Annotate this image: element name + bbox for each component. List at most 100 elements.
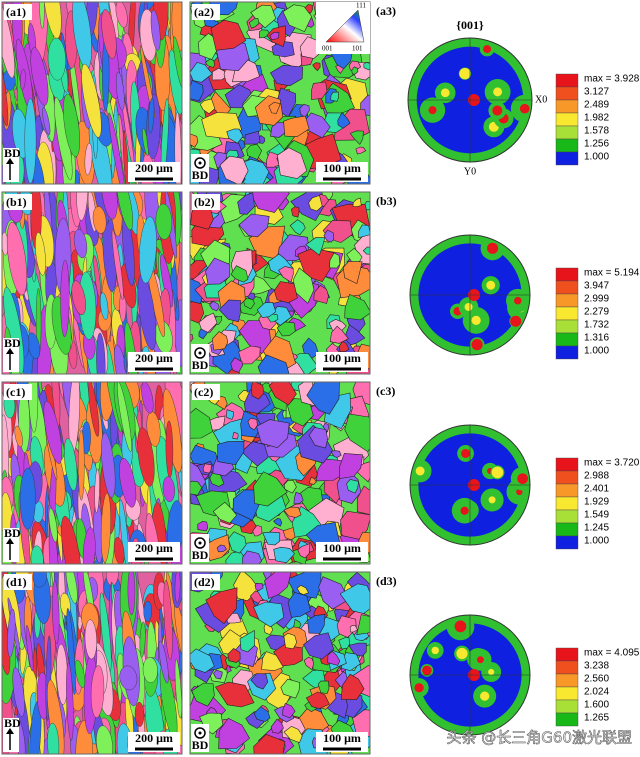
grain	[356, 614, 370, 635]
grain	[339, 583, 370, 614]
grain	[174, 572, 181, 603]
colorbar-label: 1.000	[584, 536, 609, 547]
grain	[362, 246, 370, 255]
bd-arrowhead	[6, 538, 14, 544]
pf-blob	[454, 620, 467, 633]
grain	[101, 432, 116, 498]
grain	[246, 143, 263, 160]
grain	[230, 357, 244, 373]
panel-frame	[189, 1, 371, 185]
pf-blob	[459, 67, 471, 80]
grain	[349, 130, 364, 145]
grain	[248, 18, 260, 29]
grain	[237, 192, 255, 215]
scale-box	[128, 162, 180, 182]
grain	[213, 669, 223, 680]
colorbar-cell	[555, 138, 579, 153]
bd-label: BD	[4, 336, 21, 350]
bd-box	[3, 148, 19, 182]
grain	[308, 195, 323, 212]
scale-box	[316, 352, 368, 372]
pf-blob	[456, 647, 468, 660]
bd-arrowhead	[6, 728, 14, 734]
colorbar-cell	[555, 151, 579, 166]
grain	[139, 216, 157, 284]
grain	[305, 691, 330, 710]
grain	[139, 621, 146, 658]
bd-label: BD	[192, 548, 209, 562]
pf-blob	[519, 103, 530, 114]
label-box	[4, 194, 32, 210]
grain	[6, 221, 28, 296]
bd-dot	[198, 731, 202, 735]
colorbar-label: 1.265	[584, 713, 609, 724]
label-box	[4, 384, 32, 400]
colorbar-cell	[555, 125, 579, 140]
grain	[19, 467, 36, 530]
colorbar-cell	[555, 99, 579, 114]
bd-dot	[198, 541, 202, 545]
grain	[344, 413, 370, 453]
grain	[25, 624, 34, 672]
grain	[303, 656, 315, 671]
grain	[141, 382, 154, 414]
grain	[24, 98, 37, 184]
ipf-label: 111	[356, 2, 366, 10]
label-box	[192, 194, 220, 210]
scale-label: 100 μm	[323, 351, 361, 365]
bd-label: BD	[4, 146, 21, 160]
grain	[270, 718, 284, 734]
ebsd-map-equiaxed	[190, 382, 370, 564]
grain	[329, 325, 349, 344]
grain	[216, 544, 227, 553]
grain	[74, 659, 86, 688]
grain	[190, 79, 204, 102]
colorbar-label: 2.560	[584, 674, 609, 685]
pf-blob	[414, 683, 424, 693]
bd-label: BD	[4, 716, 21, 730]
scale-label: 100 μm	[323, 731, 361, 745]
grain	[190, 480, 203, 496]
grain	[243, 389, 271, 414]
ebsd-map-columnar	[2, 192, 182, 374]
grain	[14, 425, 23, 448]
watermark: 头条 @长三角G60激光联盟	[447, 729, 632, 747]
grain	[155, 203, 173, 240]
grain	[204, 58, 215, 68]
pf-blob	[480, 691, 490, 701]
grain	[30, 545, 44, 564]
grain	[47, 679, 65, 754]
grain	[48, 507, 58, 543]
grain	[283, 115, 310, 138]
grain	[227, 648, 241, 663]
panel-frame	[1, 381, 183, 565]
grain	[190, 61, 213, 83]
bd-arrowhead	[6, 158, 14, 164]
grain	[330, 91, 339, 102]
grain	[329, 252, 341, 269]
colorbar-cell	[555, 647, 579, 662]
pf-blob	[422, 665, 432, 676]
grain	[318, 576, 350, 610]
grain	[61, 515, 82, 564]
grain	[94, 468, 100, 513]
grain	[119, 458, 137, 508]
pf-blob	[440, 88, 450, 98]
grain	[92, 206, 107, 234]
grain	[35, 232, 46, 276]
grain	[117, 382, 132, 452]
panel-label: (c3)	[376, 384, 395, 398]
grain	[312, 62, 321, 72]
colorbar-label: 3.127	[584, 87, 609, 98]
grain	[297, 543, 311, 559]
grain	[327, 650, 341, 666]
colorbar-cell	[555, 86, 579, 101]
grain	[342, 260, 363, 285]
grain	[293, 491, 304, 505]
panel-label: (d3)	[376, 574, 397, 588]
grain	[283, 479, 297, 494]
grain	[230, 265, 249, 283]
bd-arrowhead	[6, 348, 14, 354]
ebsd-map-columnar	[2, 2, 182, 184]
colorbar-label: max = 3.720	[584, 458, 640, 469]
